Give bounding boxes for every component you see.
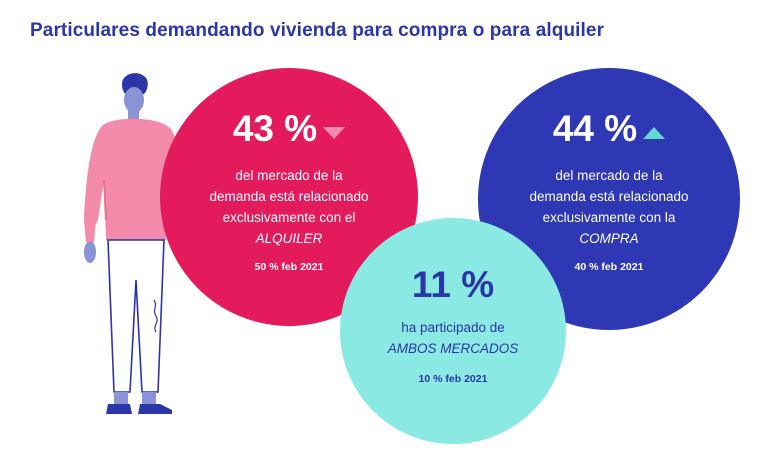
both-stat-circle: 11 % ha participado de AMBOS MERCADOS 10… <box>340 218 566 444</box>
rent-percent-row: 43 % <box>232 108 346 149</box>
buy-description: del mercado de la demanda está relaciona… <box>529 165 688 249</box>
buy-percent: 44 % <box>552 108 638 149</box>
rent-percent: 43 % <box>232 108 318 149</box>
both-desc-line: ha participado de <box>401 320 505 335</box>
rent-desc-line: demanda está relacionado <box>209 189 369 204</box>
both-percent-row: 11 % <box>412 266 494 303</box>
buy-desc-line: demanda está relacionado <box>529 189 689 204</box>
both-percent: 11 % <box>411 264 495 305</box>
rent-desc-line: exclusivamente con el <box>222 210 356 225</box>
buy-desc-line: exclusivamente con la <box>542 210 676 225</box>
buy-percent-row: 44 % <box>552 108 666 149</box>
buy-highlight: COMPRA <box>579 231 639 246</box>
trend-down-icon <box>323 126 346 139</box>
both-description: ha participado de AMBOS MERCADOS <box>388 317 519 359</box>
buy-desc-line: del mercado de la <box>555 168 663 183</box>
page-title: Particulares demandando vivienda para co… <box>30 20 605 41</box>
trend-up-icon <box>643 126 666 139</box>
rent-highlight: ALQUILER <box>255 231 323 246</box>
rent-desc-line: del mercado de la <box>235 168 343 183</box>
rent-description: del mercado de la demanda está relaciona… <box>209 165 368 249</box>
both-previous-note: 10 % feb 2021 <box>418 373 488 385</box>
both-highlight: AMBOS MERCADOS <box>387 341 519 356</box>
buy-previous-note: 40 % feb 2021 <box>574 261 644 273</box>
rent-previous-note: 50 % feb 2021 <box>254 261 324 273</box>
